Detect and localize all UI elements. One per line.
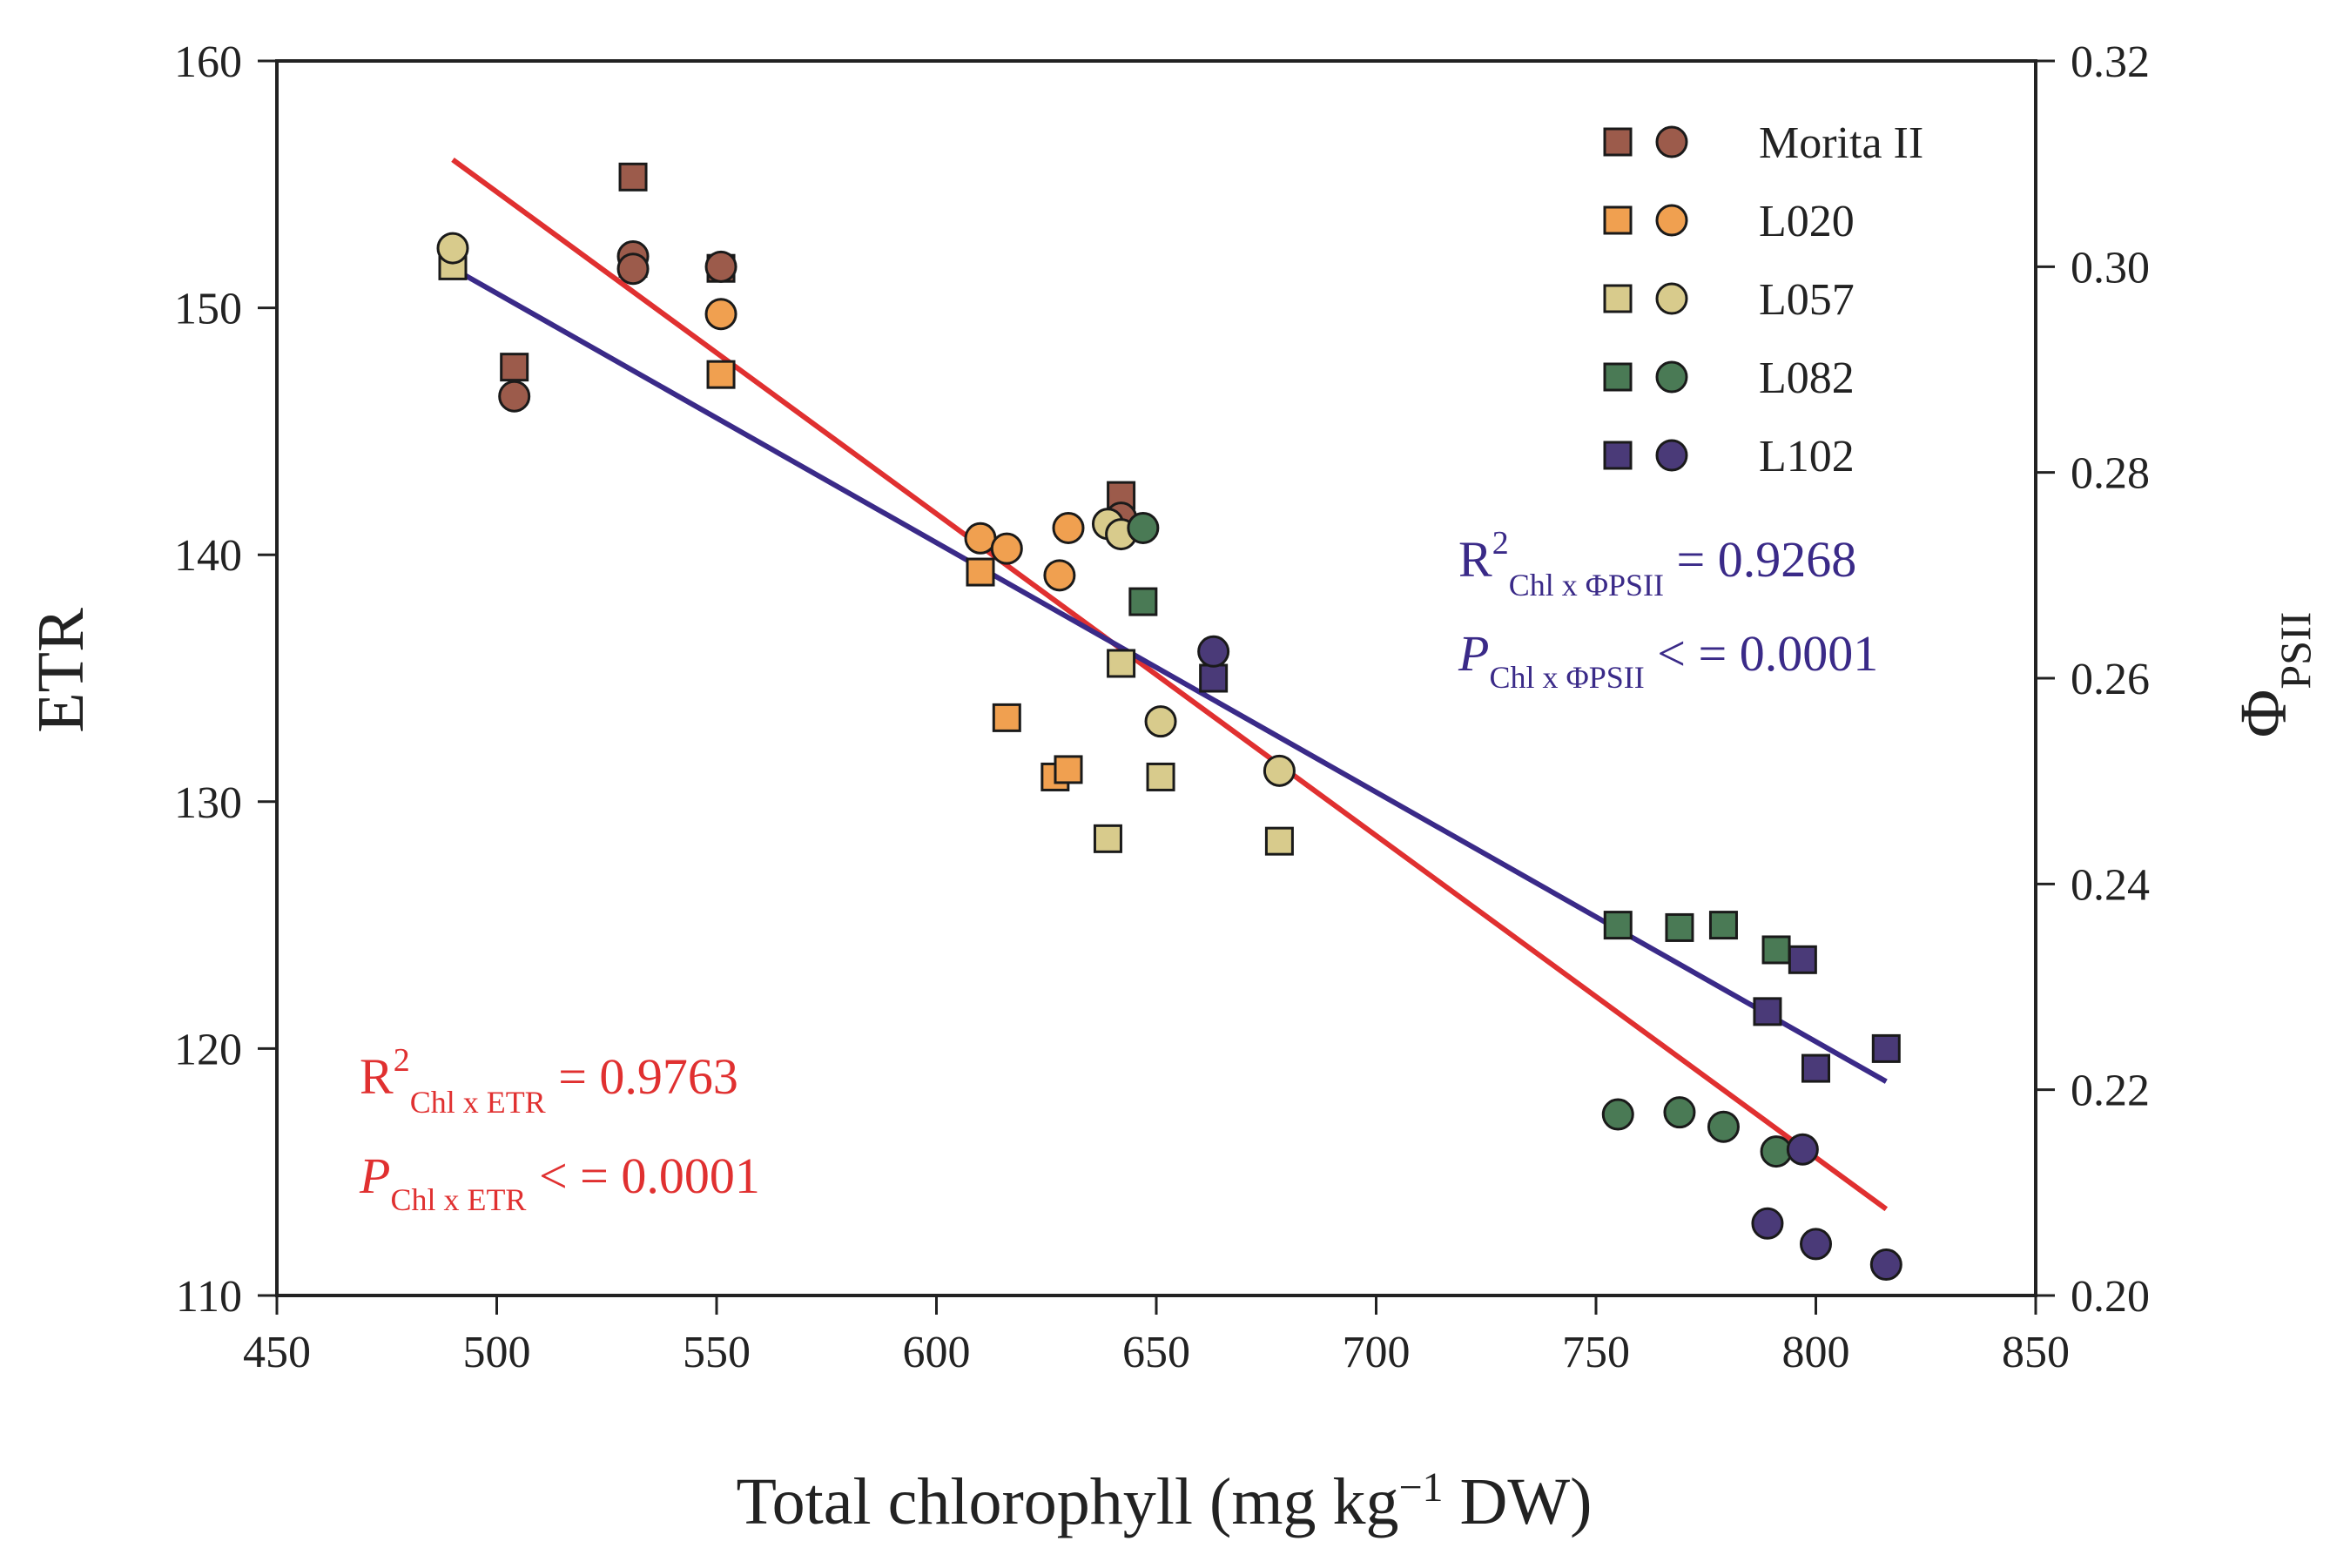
etr-point-l102 [1199,663,1229,693]
etr-point-l057 [1264,826,1294,856]
legend-label: L020 [1759,197,1855,246]
legend-label: Morita II [1759,118,1923,168]
legend-square-marker [1603,205,1633,235]
x-tick-label: 500 [463,1328,531,1377]
x-tick-label: 700 [1343,1328,1411,1377]
phipsii-point-l020 [1052,511,1085,544]
phipsii-p-text: PChl x ΦPSII < = 0.0001 [1458,625,1878,695]
y-tick-label: 130 [174,778,242,828]
phipsii-point-l082 [1707,1110,1740,1143]
x-tick-label: 600 [903,1328,971,1377]
phipsii-point-l082 [1663,1096,1696,1129]
legend-square-marker [1603,441,1633,470]
legend-label: L057 [1759,275,1855,325]
etr-point-l082 [1665,912,1694,942]
data-points [436,162,1902,1282]
phipsii-point-l020 [704,298,737,331]
phipsii-point-l102 [1786,1133,1819,1166]
x-tick-label: 450 [243,1328,311,1377]
phipsii-point-l057 [1144,705,1177,738]
phipsii-r2-text: R2Chl x ΦPSII = 0.9268 [1458,525,1856,602]
phipsii-point-l102 [1197,635,1230,668]
etr-point-morita-ii [618,162,648,192]
x-tick-label: 800 [1782,1328,1850,1377]
phipsii-point-l020 [990,532,1023,565]
y-tick-label: 140 [174,531,242,581]
phipsii-point-l020 [1043,559,1076,592]
etr-point-l102 [1801,1053,1830,1083]
x-tick-label: 850 [2002,1328,2070,1377]
legend-circle-marker [1655,360,1688,394]
phipsii-point-l102 [1869,1248,1902,1282]
y2-axis-label: ΦPSII [2227,612,2320,737]
etr-point-morita-ii [500,353,529,382]
phipsii-fit-line [455,268,1888,1084]
phipsii-point-l082 [1760,1135,1793,1168]
etr-point-l020 [992,703,1021,732]
y2-tick-label: 0.30 [2071,243,2150,293]
etr-point-l057 [1093,824,1122,853]
y2-tick-label: 0.22 [2071,1067,2150,1116]
legend-circle-marker [1655,125,1688,158]
phipsii-point-l102 [1800,1228,1832,1261]
etr-point-l057 [1146,762,1175,791]
y2-tick-label: 0.20 [2071,1272,2150,1322]
y-tick-label: 110 [176,1272,242,1322]
legend-square-marker [1603,127,1633,157]
x-tick-label: 750 [1562,1328,1630,1377]
y-tick-label: 160 [174,37,242,87]
axis-ticks: 450 500 550 600 650 700 750 800 850 110 120 130 140 1… [174,37,2150,1377]
y-axis-label: ETR [24,608,98,733]
legend-square-marker [1603,284,1633,313]
etr-point-l082 [1128,587,1158,616]
legend-label: L102 [1759,432,1855,481]
etr-point-l082 [1708,911,1738,940]
etr-r2-text: R2Chl x ETR = 0.9763 [360,1042,738,1120]
phipsii-point-l102 [1751,1207,1784,1240]
phipsii-point-l082 [1601,1098,1634,1131]
fit-lines [451,158,1889,1212]
etr-point-l082 [1603,911,1633,940]
etr-point-l082 [1761,935,1791,965]
phipsii-stats-annotation: R2Chl x ΦPSII = 0.9268 PChl x ΦPSII < = … [1458,525,1878,695]
legend-circle-marker [1655,282,1688,315]
legend-circle-marker [1655,439,1688,472]
etr-point-l020 [1054,755,1083,784]
phipsii-point-morita-ii [704,250,737,283]
phipsii-point-l057 [436,232,469,265]
x-tick-label: 550 [683,1328,751,1377]
legend-square-marker [1603,362,1633,392]
etr-point-l102 [1871,1033,1901,1063]
etr-p-text: PChl x ETR < = 0.0001 [359,1147,760,1217]
y2-tick-label: 0.28 [2071,449,2150,499]
phipsii-point-morita-ii [616,252,650,286]
y-tick-label: 150 [174,285,242,334]
x-tick-label: 650 [1122,1328,1190,1377]
legend-circle-marker [1655,204,1688,237]
y2-tick-label: 0.32 [2071,37,2150,87]
legend-label: L082 [1759,353,1855,403]
phipsii-point-morita-ii [498,380,531,413]
etr-point-l102 [1788,945,1817,974]
etr-point-l102 [1753,997,1782,1026]
etr-point-l057 [1107,649,1136,678]
etr-stats-annotation: R2Chl x ETR = 0.9763 PChl x ETR < = 0.00… [359,1042,760,1217]
phipsii-point-l057 [1263,754,1296,787]
y2-tick-label: 0.24 [2071,860,2150,910]
etr-point-l020 [966,557,995,587]
etr-point-l020 [706,360,736,389]
x-axis-label: Total chlorophyll (mg kg−1 DW) [737,1464,1593,1539]
legend: Morita II L020 L057 L082 L102 [1603,118,1923,481]
y-tick-label: 120 [174,1025,242,1074]
y2-tick-label: 0.26 [2071,655,2150,704]
phipsii-point-l082 [1127,511,1160,544]
etr-fit-line [451,158,1889,1212]
